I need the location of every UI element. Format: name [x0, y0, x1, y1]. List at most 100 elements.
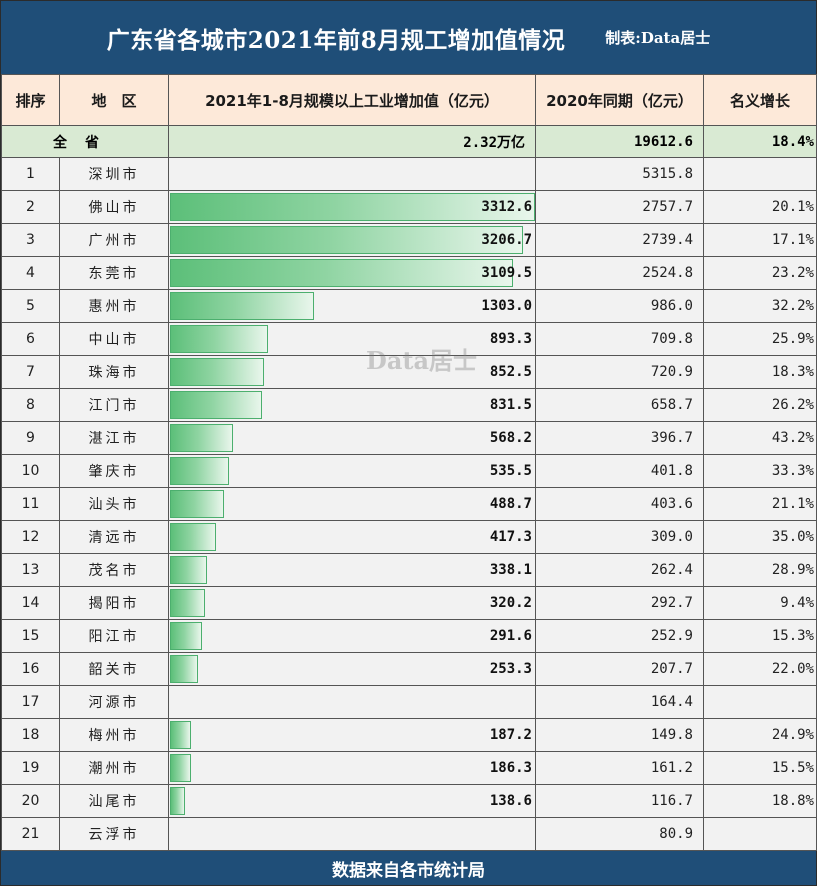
area-cell: 韶关市	[59, 652, 169, 686]
area-cell: 深圳市	[59, 157, 169, 191]
value-label: 568.2	[489, 430, 532, 446]
prev-cell: 292.7	[535, 586, 704, 620]
value-bar	[170, 622, 202, 650]
value-bar	[170, 655, 198, 683]
value-bar-cell: 3109.5	[168, 256, 536, 290]
growth-cell: 33.3%	[703, 454, 817, 488]
table-row: 5 惠州市 1303.0 986.0 32.2%	[1, 289, 817, 323]
value-bar	[170, 259, 513, 287]
growth-cell: 15.5%	[703, 751, 817, 785]
value-bar-cell: 3312.6	[168, 190, 536, 224]
growth-cell	[703, 157, 817, 191]
rank-cell: 15	[1, 619, 60, 653]
prev-cell: 2757.7	[535, 190, 704, 224]
value-bar	[170, 589, 205, 617]
value-label: 3109.5	[481, 265, 532, 281]
growth-cell: 20.1%	[703, 190, 817, 224]
page-title: 广东省各城市2021年前8月规工增加值情况	[106, 26, 566, 54]
prev-cell: 401.8	[535, 454, 704, 488]
growth-cell: 15.3%	[703, 619, 817, 653]
value-label: 3206.7	[481, 232, 532, 248]
area-cell: 广州市	[59, 223, 169, 257]
value-label: 320.2	[489, 595, 532, 611]
value-bar	[170, 391, 262, 419]
table-row: 15 阳江市 291.6 252.9 15.3%	[1, 619, 817, 653]
value-bar-cell: 253.3	[168, 652, 536, 686]
area-cell: 佛山市	[59, 190, 169, 224]
value-label: 893.3	[489, 331, 532, 347]
value-bar-cell	[168, 685, 536, 719]
prev-cell: 161.2	[535, 751, 704, 785]
prev-cell: 396.7	[535, 421, 704, 455]
area-cell: 东莞市	[59, 256, 169, 290]
prev-cell: 403.6	[535, 487, 704, 521]
header-row: 排序 地 区 2021年1-8月规模以上工业增加值（亿元） 2020年同期（亿元…	[1, 74, 817, 126]
table-row: 8 江门市 831.5 658.7 26.2%	[1, 388, 817, 422]
growth-cell: 35.0%	[703, 520, 817, 554]
table-row: 2 佛山市 3312.6 2757.7 20.1%	[1, 190, 817, 224]
author-credit: 制表:Data居士	[605, 29, 711, 47]
prev-cell: 309.0	[535, 520, 704, 554]
growth-cell: 26.2%	[703, 388, 817, 422]
area-cell: 汕尾市	[59, 784, 169, 818]
value-label: 253.3	[489, 661, 532, 677]
total-prev: 19612.6	[535, 125, 704, 158]
data-table: 排序 地 区 2021年1-8月规模以上工业增加值（亿元） 2020年同期（亿元…	[1, 74, 817, 851]
table-row: 19 潮州市 186.3 161.2 15.5%	[1, 751, 817, 785]
area-cell: 茂名市	[59, 553, 169, 587]
table-row: 21 云浮市 80.9	[1, 817, 817, 851]
rank-cell: 5	[1, 289, 60, 323]
rank-cell: 13	[1, 553, 60, 587]
value-bar-cell: 338.1	[168, 553, 536, 587]
area-cell: 云浮市	[59, 817, 169, 851]
area-cell: 湛江市	[59, 421, 169, 455]
rank-cell: 18	[1, 718, 60, 752]
prev-cell: 986.0	[535, 289, 704, 323]
table-row: 3 广州市 3206.7 2739.4 17.1%	[1, 223, 817, 257]
rank-cell: 8	[1, 388, 60, 422]
value-bar	[170, 424, 233, 452]
prev-cell: 720.9	[535, 355, 704, 389]
table-row: 7 珠海市 852.5 720.9 18.3%	[1, 355, 817, 389]
growth-cell	[703, 817, 817, 851]
prev-cell: 164.4	[535, 685, 704, 719]
rank-cell: 11	[1, 487, 60, 521]
growth-cell: 9.4%	[703, 586, 817, 620]
rank-cell: 3	[1, 223, 60, 257]
area-cell: 中山市	[59, 322, 169, 356]
table-row: 16 韶关市 253.3 207.7 22.0%	[1, 652, 817, 686]
rank-cell: 21	[1, 817, 60, 851]
rank-cell: 7	[1, 355, 60, 389]
area-cell: 潮州市	[59, 751, 169, 785]
total-growth: 18.4%	[703, 125, 817, 158]
prev-cell: 709.8	[535, 322, 704, 356]
prev-cell: 116.7	[535, 784, 704, 818]
value-bar-cell: 138.6	[168, 784, 536, 818]
value-bar	[170, 754, 191, 782]
column-header-prev: 2020年同期（亿元）	[535, 74, 704, 126]
growth-cell: 18.3%	[703, 355, 817, 389]
area-cell: 汕头市	[59, 487, 169, 521]
value-label: 831.5	[489, 397, 532, 413]
value-bar-cell	[168, 817, 536, 851]
table-row: 20 汕尾市 138.6 116.7 18.8%	[1, 784, 817, 818]
area-cell: 揭阳市	[59, 586, 169, 620]
table-row: 17 河源市 164.4	[1, 685, 817, 719]
value-bar-cell: 320.2	[168, 586, 536, 620]
area-cell: 清远市	[59, 520, 169, 554]
value-label: 338.1	[489, 562, 532, 578]
value-bar	[170, 358, 264, 386]
value-bar	[170, 193, 535, 221]
rank-cell: 9	[1, 421, 60, 455]
value-bar-cell: 488.7	[168, 487, 536, 521]
growth-cell	[703, 685, 817, 719]
value-bar	[170, 490, 224, 518]
prev-cell: 5315.8	[535, 157, 704, 191]
value-bar	[170, 556, 207, 584]
total-value: 2.32万亿	[168, 125, 536, 158]
column-header-growth: 名义增长	[703, 74, 817, 126]
value-label: 3312.6	[481, 199, 532, 215]
growth-cell: 32.2%	[703, 289, 817, 323]
table-row: 10 肇庆市 535.5 401.8 33.3%	[1, 454, 817, 488]
